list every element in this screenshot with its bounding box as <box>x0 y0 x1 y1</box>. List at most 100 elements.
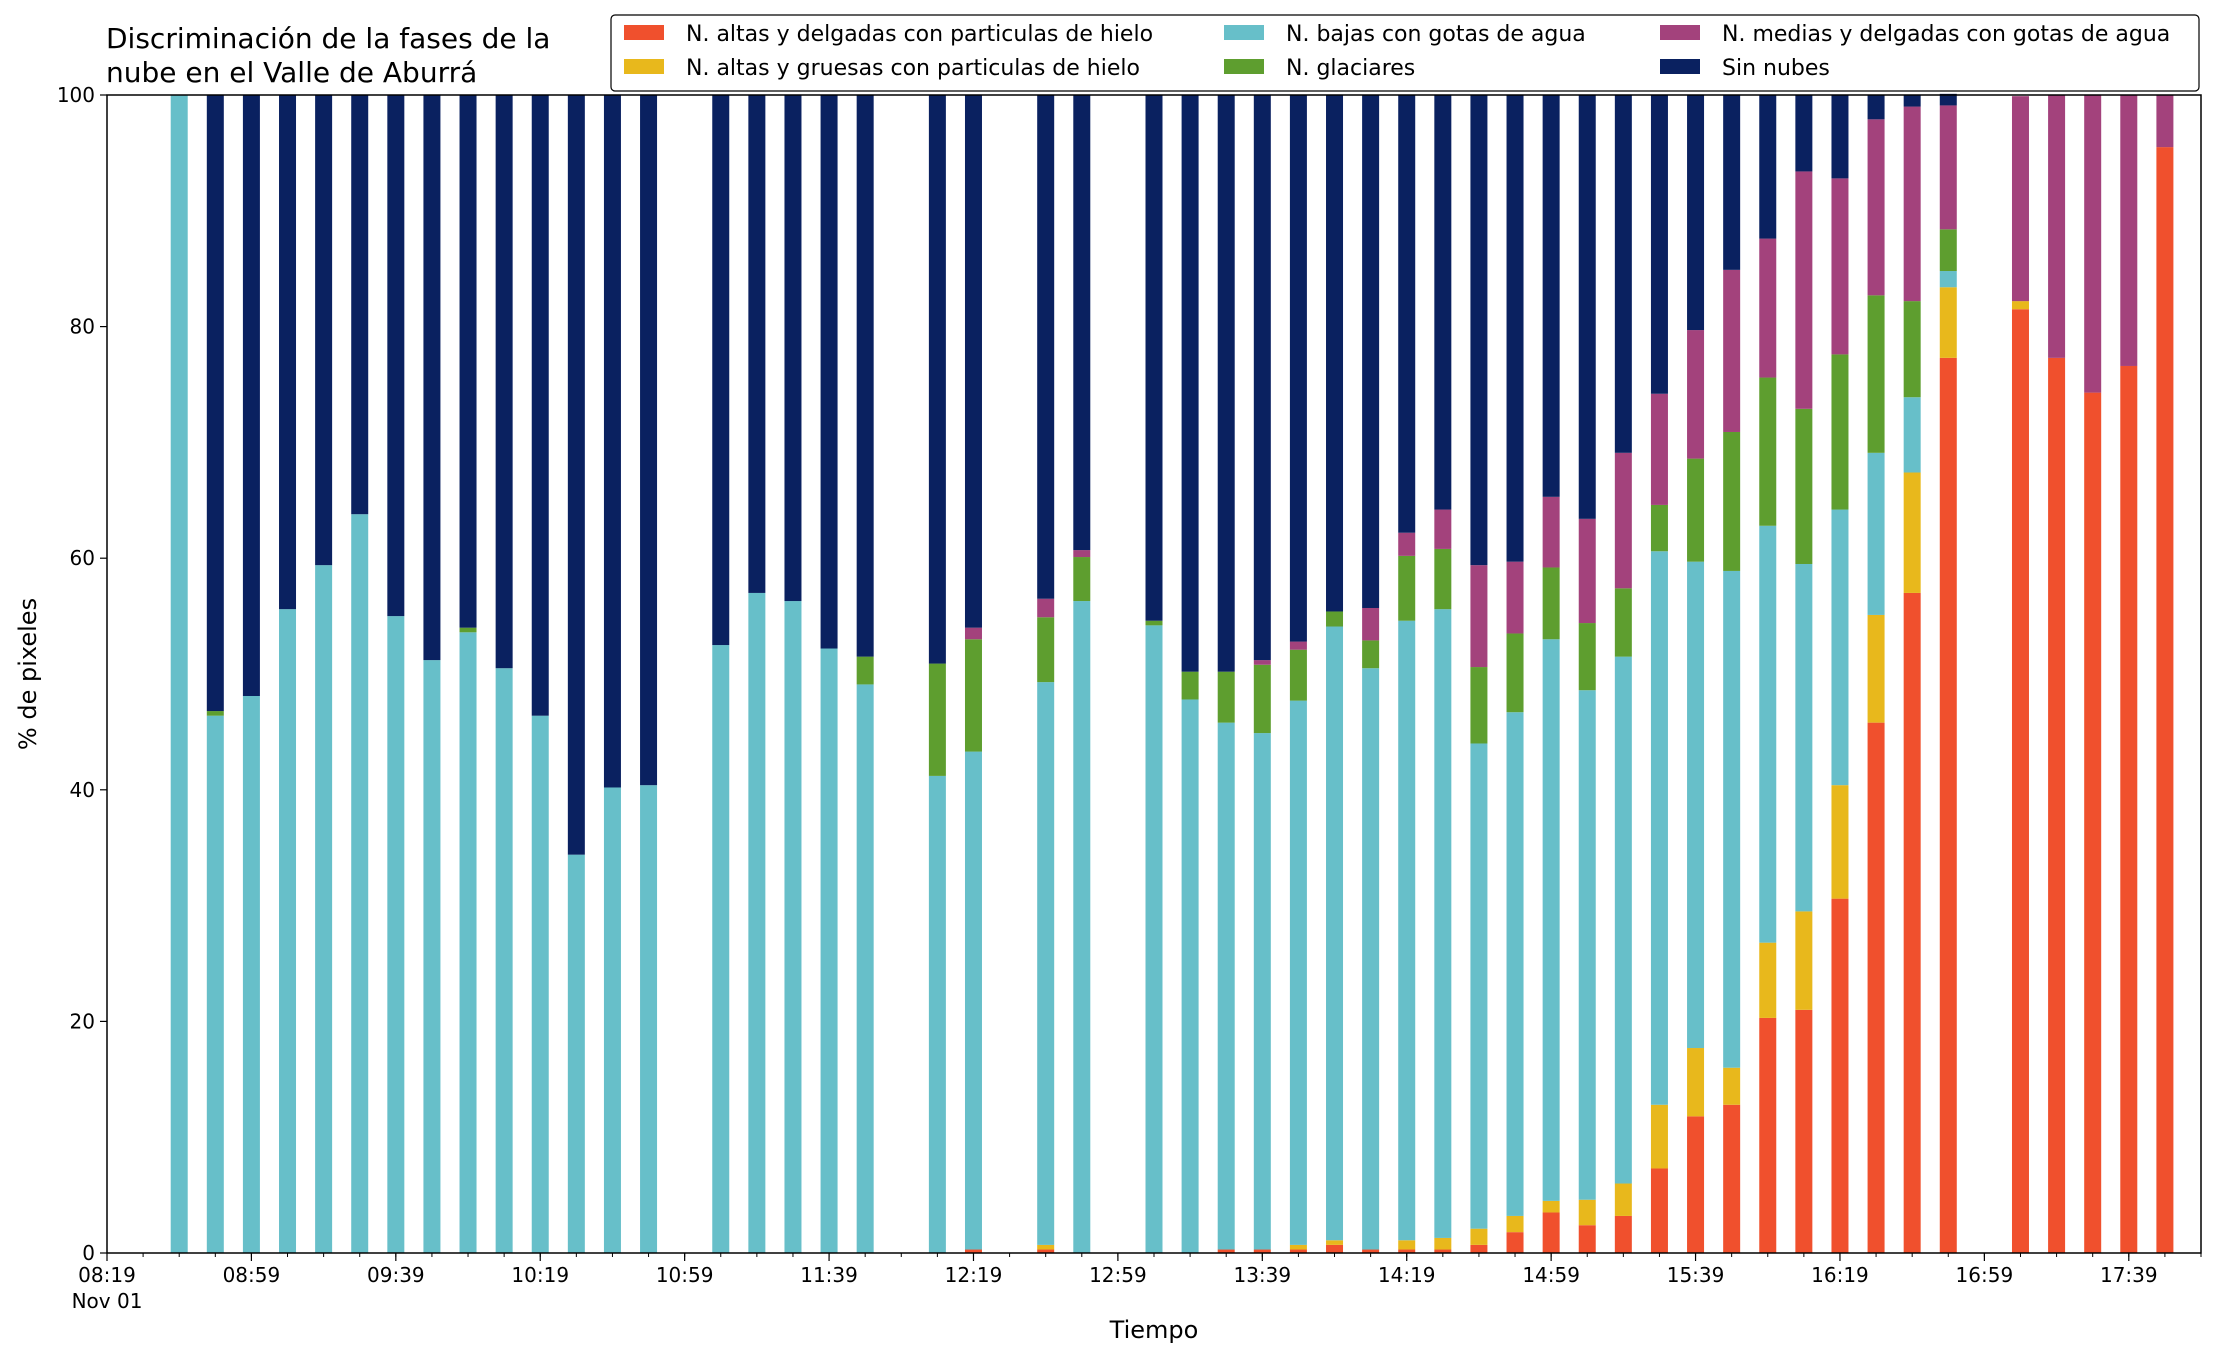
bar-segment-s4-1439 <box>1470 565 1488 668</box>
bar-segment-s1-1619 <box>1831 785 1849 899</box>
bar-segment-s5-0959 <box>459 95 477 628</box>
bar-segment-s1-1459 <box>1542 1200 1560 1213</box>
bar-segment-s2-0919 <box>315 565 333 1253</box>
bar-segment-s4-1219 <box>964 627 982 640</box>
bar-segment-s2-1019 <box>531 715 549 1253</box>
bar-segment-s3-0959 <box>459 627 477 633</box>
x-axis-label: Tiempo <box>1109 1316 1199 1344</box>
bar-segment-s5-0929 <box>351 95 369 515</box>
bar-segment-s0-1539 <box>1687 1116 1705 1253</box>
bar-segment-s1-1549 <box>1723 1067 1741 1105</box>
y-tick-label: 100 <box>57 83 95 107</box>
bars-group <box>170 93 2174 1254</box>
bar-segment-s0-1629 <box>1867 722 1885 1253</box>
bar-segment-s4-1449 <box>1506 561 1524 634</box>
bar-segment-s2-1649 <box>1939 271 1957 288</box>
bar-segment-s4-1719 <box>2048 95 2066 358</box>
legend-swatch <box>1224 59 1264 74</box>
legend-frame <box>610 14 2200 92</box>
bar-segment-s2-1329 <box>1217 722 1235 1250</box>
bar-segment-s5-1449 <box>1506 95 1524 562</box>
bar-segment-s1-1539 <box>1687 1048 1705 1117</box>
legend-label: N. glaciares <box>1286 56 1415 81</box>
bar-segment-s0-1429 <box>1434 1249 1452 1253</box>
bar-segment-s5-1209 <box>928 95 946 664</box>
bar-segment-s2-0939 <box>387 616 405 1253</box>
bar-segment-s0-1359 <box>1326 1244 1344 1253</box>
bar-segment-s5-1239 <box>1037 95 1055 599</box>
bar-segment-s0-1349 <box>1289 1249 1307 1253</box>
bar-segment-s2-1319 <box>1181 699 1199 1253</box>
x-tick-label: 10:19 <box>511 1263 569 1287</box>
bar-segment-s3-1209 <box>928 663 946 776</box>
legend-label: Sin nubes <box>1722 56 1830 81</box>
bar-segment-s5-1319 <box>1181 95 1199 672</box>
bar-segment-s1-1639 <box>1903 472 1921 593</box>
bar-segment-s2-1459 <box>1542 639 1560 1201</box>
bar-segment-s3-1239 <box>1037 617 1055 683</box>
bar-segment-s4-1409 <box>1362 607 1380 641</box>
bar-segment-s1-1629 <box>1867 614 1885 723</box>
bar-segment-s5-1359 <box>1326 95 1344 612</box>
bar-segment-s3-1219 <box>964 639 982 752</box>
bar-segment-s1-1429 <box>1434 1237 1452 1250</box>
bar-segment-s5-0909 <box>279 95 297 610</box>
x-tick-label: 08:59 <box>223 1263 281 1287</box>
bar-segment-s5-1029 <box>567 95 585 855</box>
bar-segment-s3-1639 <box>1903 301 1921 398</box>
bar-segment-s5-1349 <box>1289 95 1307 642</box>
bar-segment-s2-1039 <box>603 787 621 1253</box>
bar-segment-s0-1729 <box>2084 392 2102 1253</box>
bar-segment-s4-1559 <box>1759 238 1777 378</box>
bar-segment-s3-1319 <box>1181 671 1199 700</box>
x-tick-label: 16:59 <box>1956 1263 2014 1287</box>
bar-segment-s5-1429 <box>1434 95 1452 510</box>
bar-segment-s2-1419 <box>1398 620 1416 1241</box>
bar-segment-s0-1339 <box>1253 1249 1271 1253</box>
bar-segment-s0-1749 <box>2156 147 2174 1254</box>
bar-segment-s2-1239 <box>1037 682 1055 1245</box>
legend-label: N. altas y delgadas con particulas de hi… <box>686 22 1153 47</box>
bar-segment-s2-1629 <box>1867 452 1885 615</box>
bar-segment-s4-1349 <box>1289 641 1307 650</box>
bar-segment-s4-1239 <box>1037 598 1055 618</box>
bar-segment-s4-1739 <box>2120 95 2138 366</box>
bar-segment-s5-1019 <box>531 95 549 716</box>
legend-swatch <box>624 25 664 40</box>
bar-segment-s3-1519 <box>1614 588 1632 657</box>
bar-segment-s0-1619 <box>1831 898 1849 1253</box>
bar-segment-s3-1509 <box>1578 623 1596 691</box>
bar-segment-s3-1359 <box>1326 611 1344 627</box>
bar-segment-s1-1439 <box>1470 1228 1488 1245</box>
bar-segment-s2-1509 <box>1578 690 1596 1200</box>
bar-segment-s5-1559 <box>1759 95 1777 239</box>
bar-segment-s1-1709 <box>2011 301 2029 310</box>
bar-segment-s2-1529 <box>1650 551 1668 1105</box>
legend-swatch <box>1660 59 1700 74</box>
bar-segment-s2-1439 <box>1470 743 1488 1229</box>
bar-segment-s0-1519 <box>1614 1215 1632 1253</box>
bar-segment-s2-1359 <box>1326 626 1344 1241</box>
bar-segment-s2-1519 <box>1614 656 1632 1184</box>
x-tick-label: 08:19 <box>78 1263 136 1287</box>
bar-segment-s5-1009 <box>495 95 513 669</box>
bar-segment-s0-1739 <box>2120 365 2138 1254</box>
legend-label: N. bajas con gotas de agua <box>1286 22 1586 47</box>
bar-segment-s2-1409 <box>1362 668 1380 1250</box>
x-tick-label: 14:19 <box>1378 1263 1436 1287</box>
bar-segment-s2-0849 <box>206 715 224 1253</box>
bar-segment-s0-1409 <box>1362 1249 1380 1253</box>
bar-segment-s0-1439 <box>1470 1244 1488 1253</box>
bar-segment-s4-1749 <box>2156 95 2174 148</box>
bar-segment-s3-1459 <box>1542 567 1560 640</box>
bar-segment-s0-1639 <box>1903 592 1921 1253</box>
bar-segment-s2-1129 <box>784 601 802 1253</box>
x-tick-label: 15:39 <box>1667 1263 1725 1287</box>
bar-segment-s2-1339 <box>1253 733 1271 1250</box>
bar-segment-s5-0949 <box>423 95 441 661</box>
bar-segment-s5-1459 <box>1542 95 1560 497</box>
bar-segment-s1-1449 <box>1506 1215 1524 1233</box>
y-axis-label: % de pixeles <box>14 598 42 750</box>
bar-segment-s2-0839 <box>170 95 188 1253</box>
